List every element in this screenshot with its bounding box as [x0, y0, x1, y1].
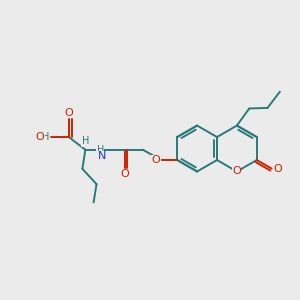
Text: O: O	[232, 167, 241, 176]
Text: O: O	[120, 169, 129, 179]
Text: H: H	[97, 145, 104, 155]
Text: O: O	[152, 155, 160, 165]
Text: N: N	[98, 151, 106, 161]
Text: O: O	[274, 164, 282, 173]
Text: O: O	[65, 108, 74, 118]
Text: O: O	[36, 132, 44, 142]
Text: H: H	[42, 132, 50, 142]
Text: H: H	[82, 136, 89, 146]
